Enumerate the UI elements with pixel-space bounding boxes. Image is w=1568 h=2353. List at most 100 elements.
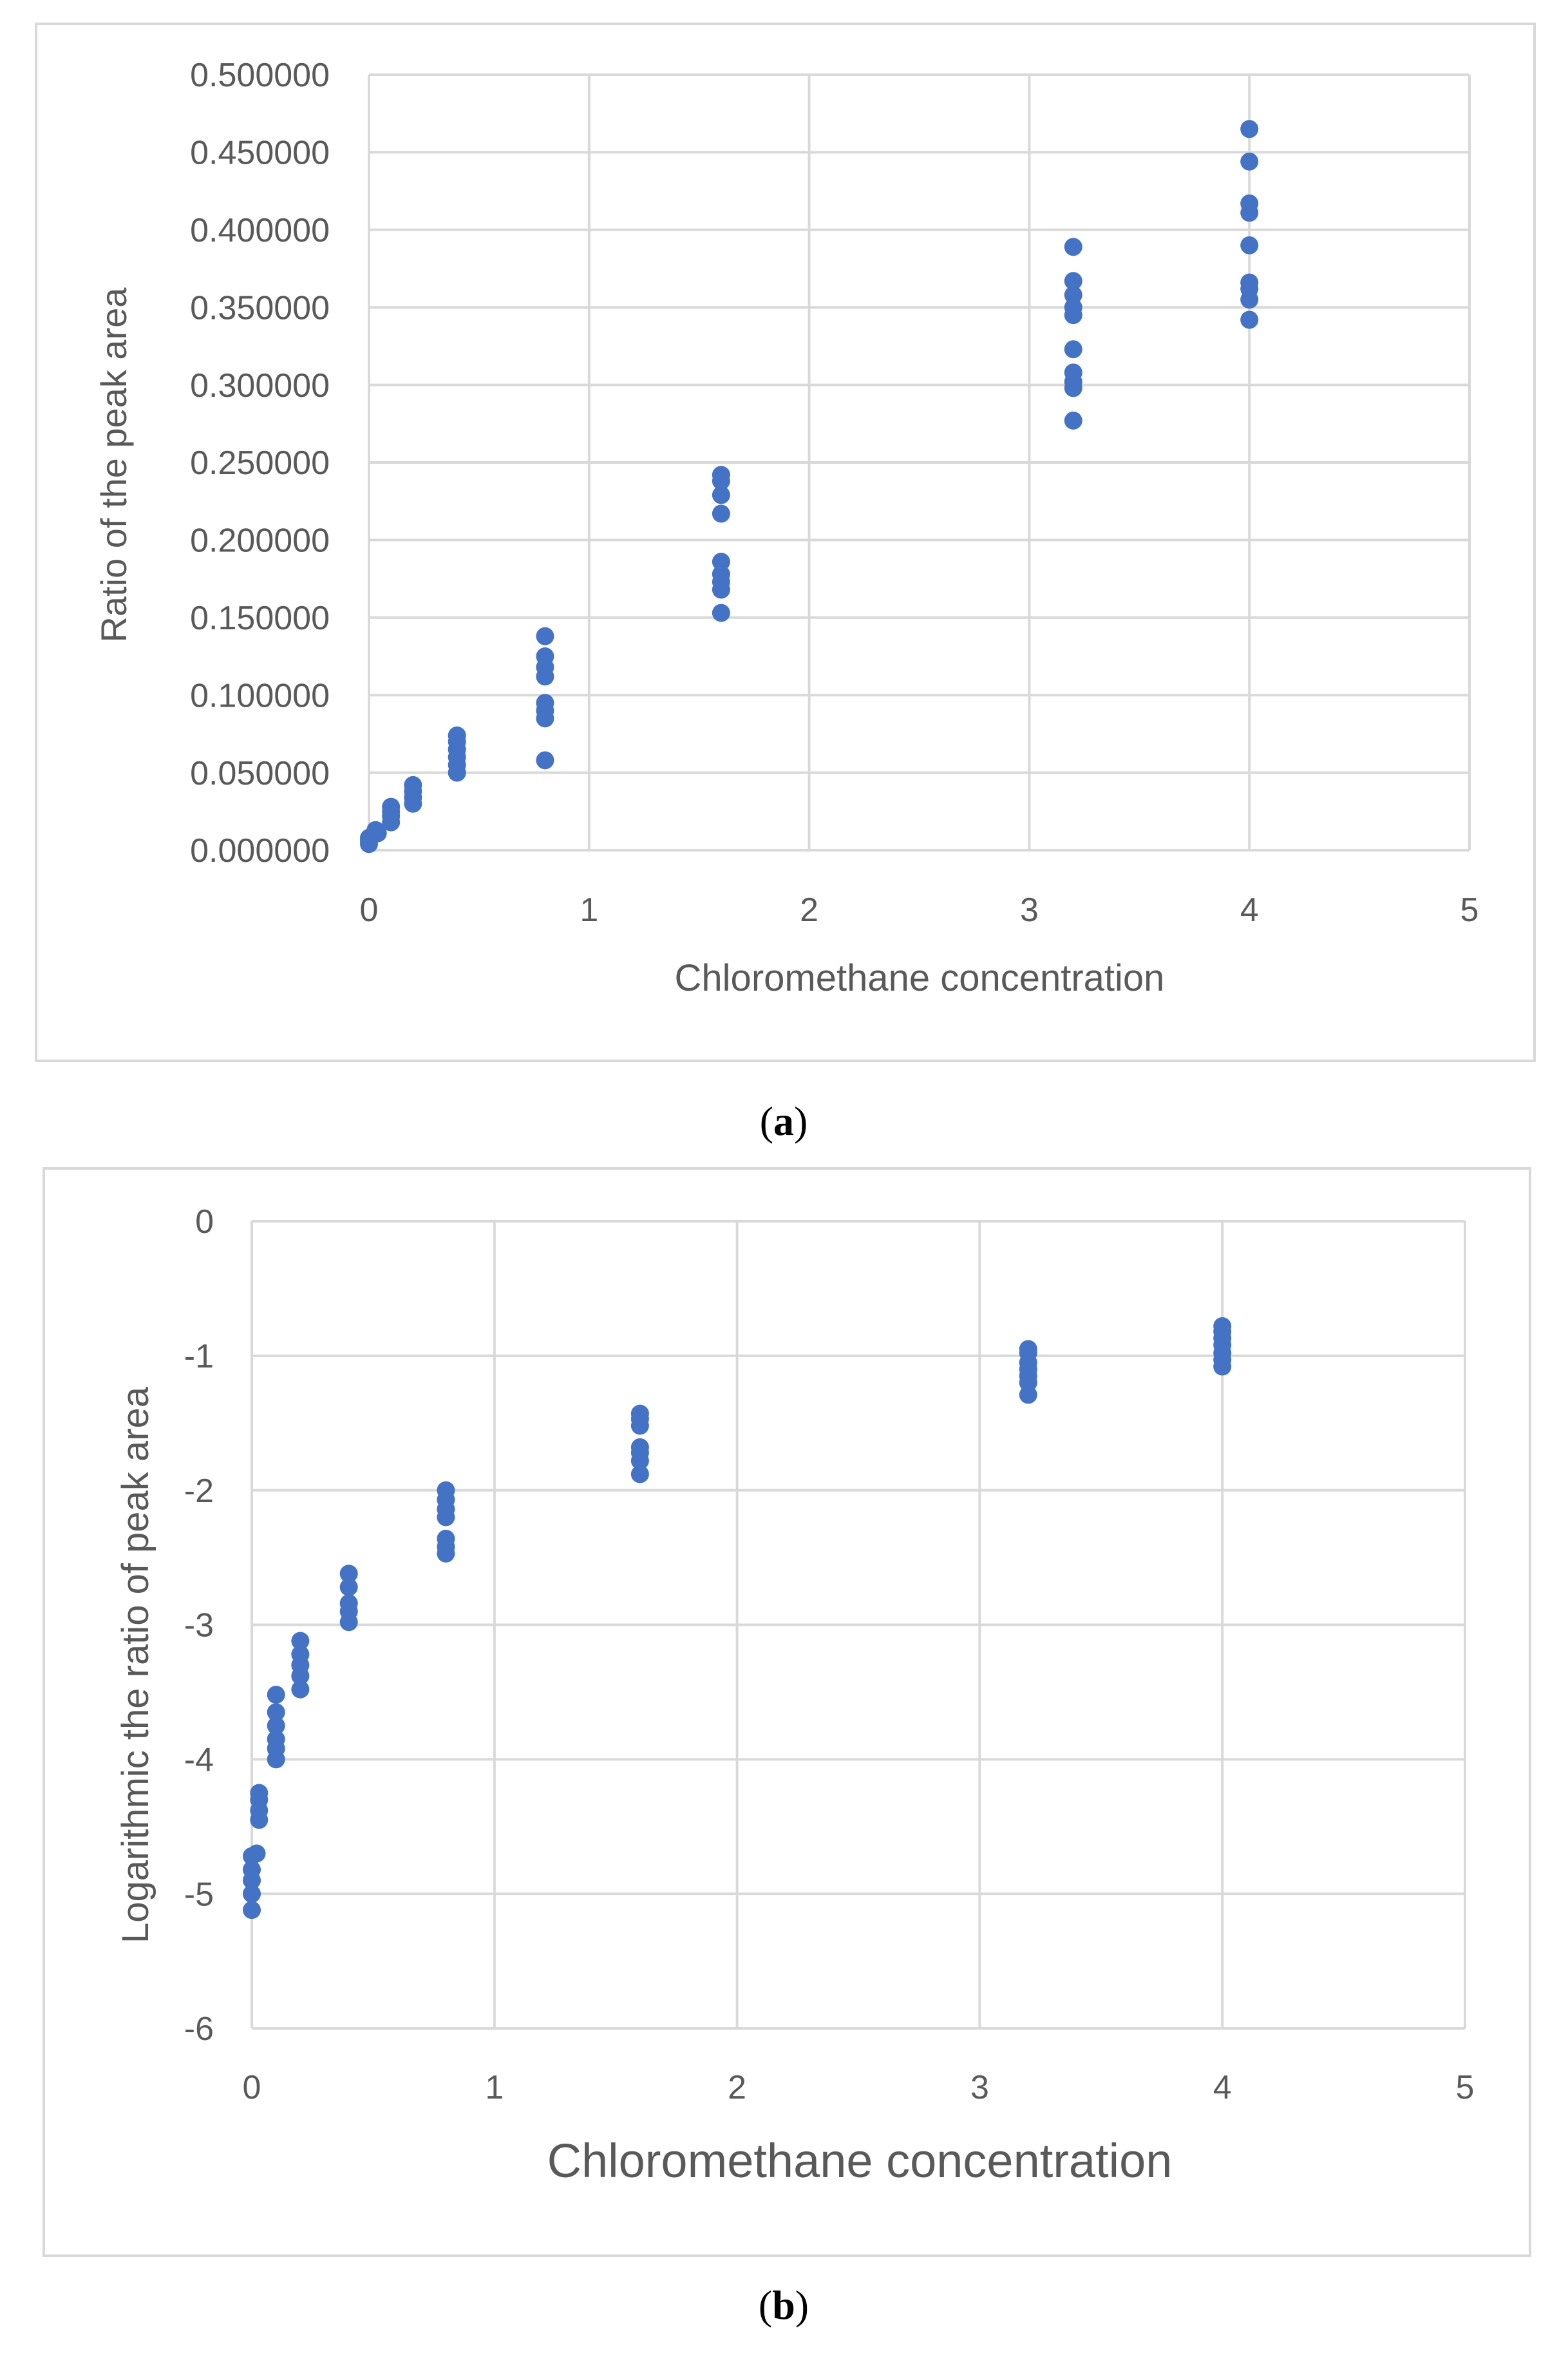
panel-a-data-point <box>448 726 466 745</box>
panel-a-y-tick-label: 0.400000 <box>190 212 330 249</box>
panel-b-data-point <box>1019 1340 1037 1358</box>
panel-a-x-tick-label: 3 <box>1020 891 1039 929</box>
panel-a-data-point <box>536 694 554 712</box>
panel-b-y-tick-label: 0 <box>195 1203 214 1241</box>
panel-a-x-tick-label: 2 <box>800 891 818 929</box>
panel-b-data-point <box>437 1529 455 1548</box>
panel-b: -6 -5 -4 -3 -2 -1 0 0 1 2 3 4 5 Logarithmic the rat… <box>43 1167 1531 2257</box>
panel-b-data-point <box>250 1784 269 1802</box>
panel-a-data-point <box>712 486 730 504</box>
panel-a-x-tick-label: 0 <box>360 891 379 929</box>
panel-b-x-tick-label: 3 <box>970 2069 989 2106</box>
panel-b-y-tick-label: -2 <box>184 1472 214 1510</box>
panel-b-data-point <box>243 1901 261 1920</box>
panel-b-y-tick-label: -4 <box>184 1742 214 1779</box>
panel-a-data-point <box>1064 285 1082 304</box>
panel-a-grid <box>368 73 1471 852</box>
panel-a-data-point <box>1064 272 1082 291</box>
panel-a-data-point <box>712 466 730 484</box>
panel-a-y-axis-title: Ratio of the peak area <box>93 287 134 643</box>
caption-a: (a) <box>760 1098 808 1144</box>
caption-a-letter: a <box>773 1098 794 1144</box>
panel-a-y-tick-label: 0.350000 <box>190 289 330 327</box>
panel-b-x-tick-label: 1 <box>485 2069 504 2106</box>
panel-a-data-point <box>1240 236 1259 254</box>
panel-b-data-point <box>243 1860 261 1879</box>
panel-b-data-point <box>1213 1317 1232 1335</box>
panel-a-data-point <box>1064 238 1082 256</box>
panel-b-y-tick-label: -3 <box>184 1607 214 1644</box>
panel-a-y-tick-label: 0.000000 <box>190 832 330 870</box>
panel-b-data-point <box>339 1578 358 1597</box>
panel-b-frame <box>43 1167 1531 2257</box>
panel-a-data-point <box>712 565 730 584</box>
panel-a-data-point <box>1064 411 1082 430</box>
panel-b-data-point <box>630 1438 649 1456</box>
panel-a-data-point <box>1240 120 1259 138</box>
panel-a-points <box>360 120 1259 853</box>
panel-b-data-point <box>267 1717 285 1735</box>
panel-a-x-tick-label: 5 <box>1460 891 1479 929</box>
panel-a-data-point <box>404 776 422 794</box>
panel-a-data-point <box>1240 273 1259 292</box>
panel-b-data-point <box>267 1730 285 1749</box>
panel-b-data-point <box>630 1404 649 1423</box>
panel-b-y-tick-labels: -6 -5 -4 -3 -2 -1 0 <box>184 1203 214 2048</box>
panel-b-points <box>243 1317 1232 1920</box>
panel-a-data-point <box>1240 194 1259 213</box>
panel-a-y-tick-label: 0.200000 <box>190 522 330 560</box>
panel-a-x-tick-labels: 0 1 2 3 4 5 <box>360 891 1479 929</box>
panel-a-y-tick-label: 0.500000 <box>190 57 330 94</box>
panel-a-y-tick-label: 0.300000 <box>190 367 330 405</box>
panel-a-y-tick-labels: 0.000000 0.050000 0.100000 0.150000 0.200000… <box>190 57 330 870</box>
panel-a-data-point <box>536 627 554 645</box>
panel-a-data-point <box>382 797 401 816</box>
caption-b-letter: b <box>772 2282 795 2328</box>
panel-a-data-point <box>712 504 730 523</box>
panel-b-x-tick-label: 4 <box>1213 2069 1232 2106</box>
panel-a-y-tick-label: 0.050000 <box>190 755 330 792</box>
panel-b-data-point <box>243 1885 261 1903</box>
panel-b-x-tick-label: 2 <box>728 2069 746 2106</box>
panel-a: 0.000000 0.050000 0.100000 0.150000 0.200000… <box>35 23 1536 1062</box>
panel-a-frame <box>35 23 1536 1062</box>
panel-a-data-point <box>712 553 730 571</box>
panel-b-y-tick-label: -1 <box>184 1338 214 1375</box>
panel-a-y-tick-label: 0.450000 <box>190 135 330 172</box>
panel-a-data-point <box>1064 340 1082 359</box>
panel-a-x-tick-label: 1 <box>580 891 598 929</box>
panel-b-y-axis-title: Logarithmic the ratio of peak area <box>115 1386 156 1943</box>
panel-b-y-tick-label: -6 <box>184 2010 214 2048</box>
panel-b-data-point <box>291 1632 310 1650</box>
panel-a-data-point <box>1064 363 1082 382</box>
panel-b-data-point <box>339 1594 358 1613</box>
panel-b-grid <box>250 1220 1466 2030</box>
panel-b-x-tick-label: 0 <box>243 2069 261 2106</box>
panel-a-y-tick-label: 0.250000 <box>190 444 330 482</box>
panel-a-x-axis-title: Chloromethane concentration <box>675 957 1165 999</box>
panel-b-data-point <box>437 1481 455 1500</box>
panel-b-data-point <box>339 1565 358 1583</box>
panel-b-data-point <box>291 1680 310 1699</box>
panel-b-y-tick-label: -5 <box>184 1876 214 1913</box>
panel-a-x-tick-label: 4 <box>1240 891 1259 929</box>
panel-a-data-point <box>536 647 554 665</box>
panel-a-y-tick-label: 0.100000 <box>190 677 330 714</box>
panel-b-x-tick-labels: 0 1 2 3 4 5 <box>243 2069 1475 2106</box>
panel-a-data-point <box>1064 298 1082 317</box>
caption-b: (b) <box>759 2282 809 2328</box>
panel-b-data-point <box>247 1844 266 1863</box>
panel-b-data-point <box>291 1645 310 1664</box>
panel-b-data-point <box>267 1686 285 1704</box>
panel-b-data-point <box>630 1465 649 1483</box>
panel-a-data-point <box>712 604 730 622</box>
panel-a-data-point <box>368 824 387 843</box>
panel-a-data-point <box>1240 152 1259 171</box>
panel-b-data-point <box>267 1703 285 1722</box>
panel-b-x-tick-label: 5 <box>1456 2069 1475 2106</box>
panel-a-y-tick-label: 0.150000 <box>190 600 330 637</box>
panel-a-data-point <box>1240 310 1259 329</box>
panel-b-x-axis-title: Chloromethane concentration <box>547 2134 1173 2187</box>
panel-a-data-point <box>536 751 554 770</box>
